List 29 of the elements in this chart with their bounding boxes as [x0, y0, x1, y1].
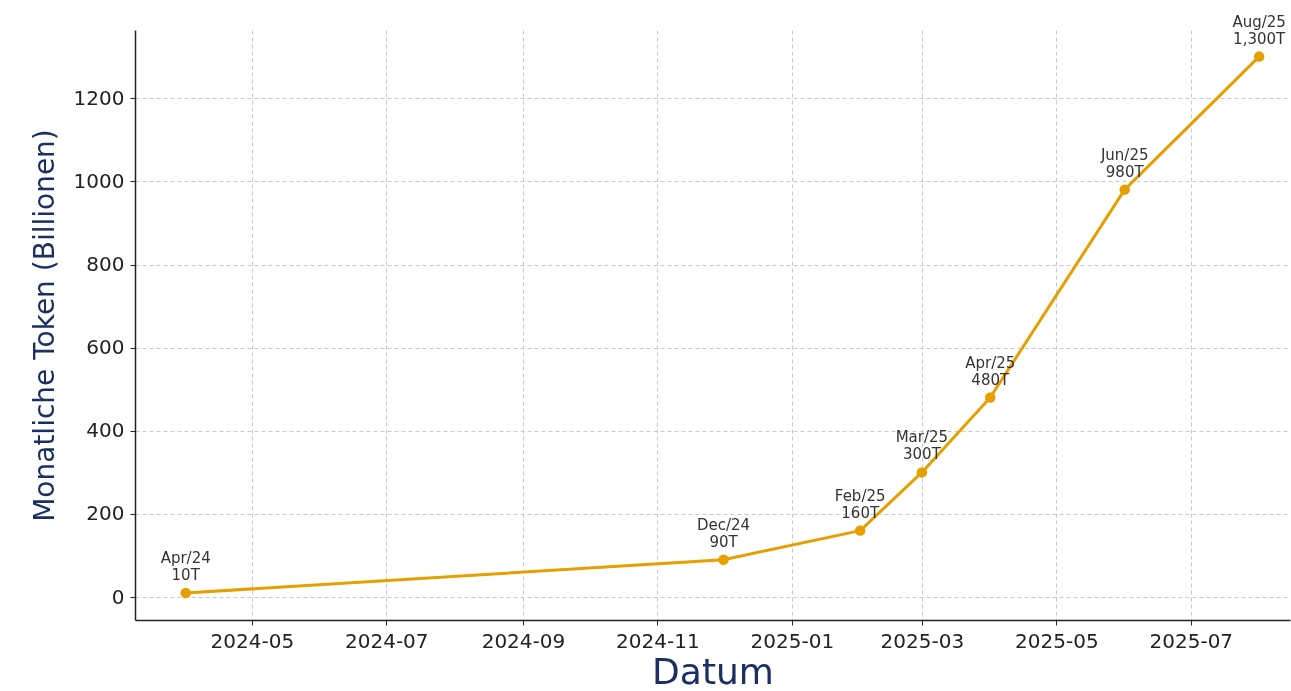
data-label: Dec/24 90T	[696, 515, 751, 551]
x-tick-label: 2024-09	[481, 628, 566, 653]
point	[718, 554, 729, 565]
y-tick-label: 600	[86, 335, 125, 360]
x-tick-label: 2025-05	[1015, 628, 1099, 653]
x-tick-label: 2024-07	[344, 628, 429, 653]
point	[854, 525, 866, 536]
point	[1253, 51, 1265, 62]
x-tick-label: 2025-03	[880, 628, 965, 653]
x-tick-label: 2024-05	[210, 628, 295, 653]
data-label: Apr/24 10T	[160, 548, 211, 584]
y-axis-title: Monatliche Token (Billionen)	[27, 129, 61, 522]
point	[984, 392, 996, 403]
x-tick-label: 2025-01	[750, 628, 835, 653]
y-tick-label: 0	[111, 584, 125, 609]
data-label: Jun/25 980T	[1099, 145, 1149, 181]
data-label: Aug/25 1,300T	[1232, 12, 1287, 48]
y-tick-label: 400	[86, 418, 125, 443]
y-tick-label: 1000	[73, 168, 125, 193]
x-axis-title: Datum	[652, 650, 774, 691]
y-tick-label: 200	[86, 501, 125, 526]
y-tick-label: 800	[86, 252, 125, 276]
x-tick-label: 2025-07	[1149, 628, 1234, 653]
point	[916, 467, 928, 478]
point	[180, 587, 191, 599]
y-tick-label: 1200	[73, 85, 125, 110]
point	[1119, 184, 1130, 195]
x-tick-label: 2024-11	[616, 628, 700, 653]
data-label: Feb/25 160T	[834, 486, 886, 522]
